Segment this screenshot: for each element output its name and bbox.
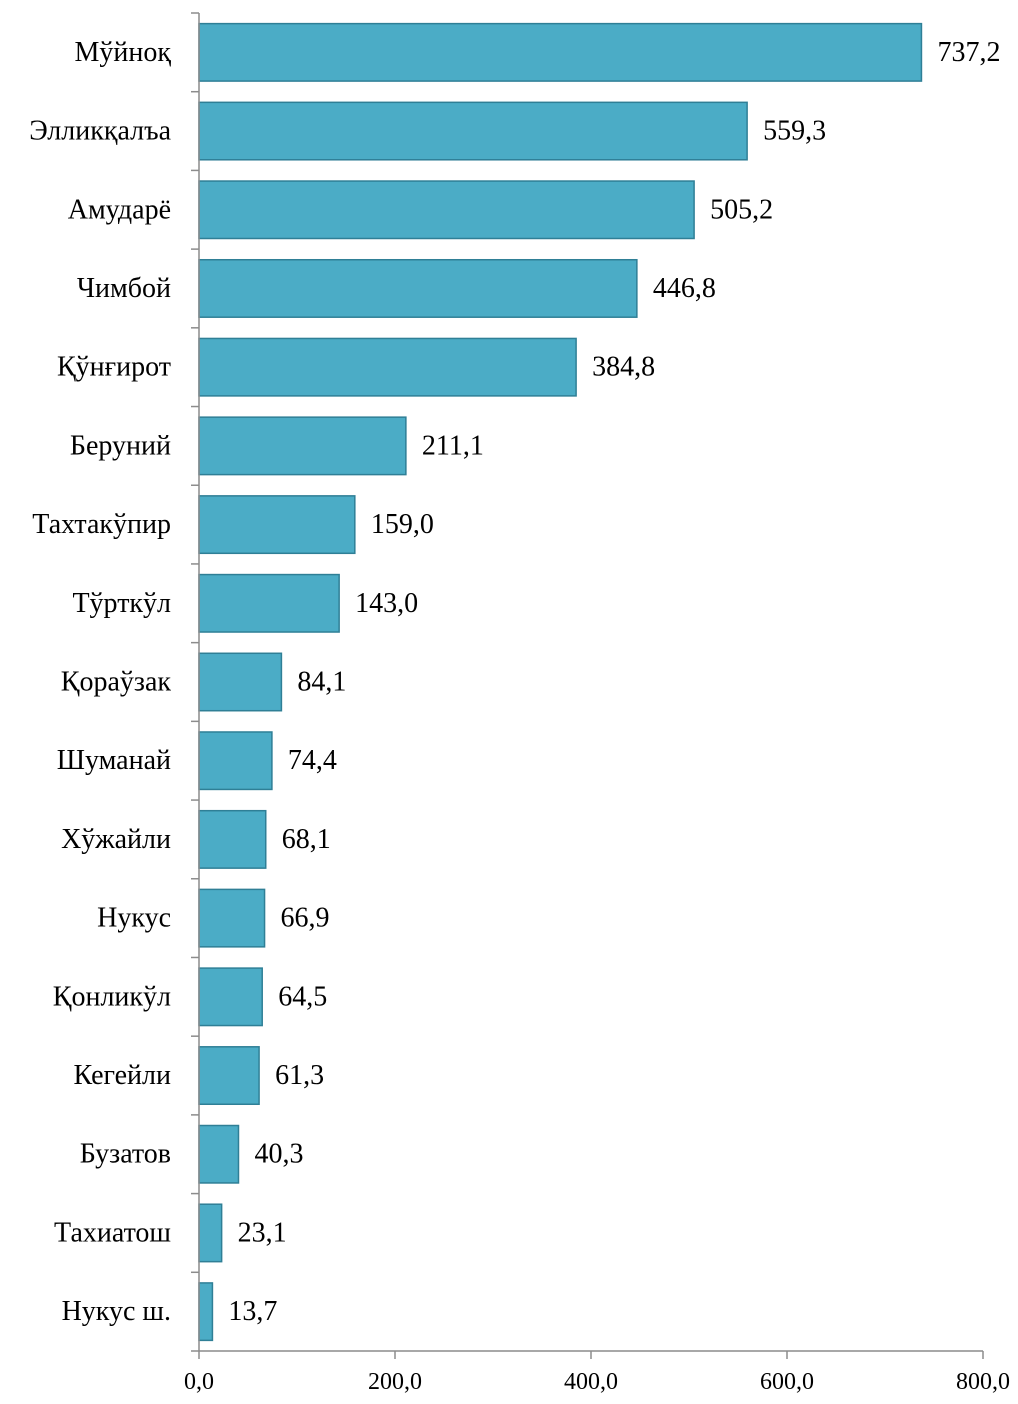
value-label: 84,1 xyxy=(297,667,346,698)
bar-5 xyxy=(198,337,577,397)
value-label: 384,8 xyxy=(592,352,655,383)
bar-2 xyxy=(198,101,748,161)
category-label: Тахтакўпир xyxy=(32,509,171,540)
value-label: 737,2 xyxy=(937,37,1000,68)
bar-7 xyxy=(198,495,356,555)
value-label: 68,1 xyxy=(282,824,331,855)
category-label: Мўйноқ xyxy=(75,37,172,68)
bar-9 xyxy=(198,652,283,712)
category-label: Қонликўл xyxy=(53,981,171,1012)
x-tick-label: 800,0 xyxy=(956,1369,1010,1395)
category-label: Чимбой xyxy=(77,273,171,304)
bar-14 xyxy=(198,1046,260,1106)
category-label: Элликқалъа xyxy=(29,116,171,147)
category-label: Қўнғирот xyxy=(57,352,171,383)
category-label: Қораўзак xyxy=(61,667,172,698)
category-label: Шуманай xyxy=(57,745,171,776)
category-label: Тахиатош xyxy=(54,1217,171,1248)
category-label: Бузатов xyxy=(80,1139,171,1170)
bar-13 xyxy=(198,967,263,1027)
value-label: 159,0 xyxy=(371,509,434,540)
category-label: Амударё xyxy=(68,194,171,225)
bar-12 xyxy=(198,888,266,948)
value-label: 64,5 xyxy=(278,981,327,1012)
value-label: 446,8 xyxy=(653,273,716,304)
x-tick-label: 0,0 xyxy=(184,1369,214,1395)
x-tick-label: 200,0 xyxy=(368,1369,422,1395)
value-label: 559,3 xyxy=(763,116,826,147)
labels: Мўйноқ 737,2 Элликқалъа 559,3 Амударё 505,2 Чи… xyxy=(29,37,1010,1395)
value-label: 211,1 xyxy=(422,430,484,461)
value-label: 61,3 xyxy=(275,1060,324,1091)
bar-3 xyxy=(198,180,695,240)
bar-11 xyxy=(198,809,267,869)
bar-4 xyxy=(198,258,638,318)
bar-8 xyxy=(198,573,340,633)
value-label: 505,2 xyxy=(710,194,773,225)
value-label: 74,4 xyxy=(288,745,337,776)
bar-16 xyxy=(198,1203,223,1263)
value-label: 66,9 xyxy=(281,903,330,934)
category-label: Нукус ш. xyxy=(62,1296,171,1327)
category-label: Кегейли xyxy=(73,1060,171,1091)
x-tick-label: 400,0 xyxy=(564,1369,618,1395)
bars xyxy=(198,22,923,1342)
bar-1 xyxy=(198,22,923,82)
value-label: 143,0 xyxy=(355,588,418,619)
x-tick-label: 600,0 xyxy=(760,1369,814,1395)
category-label: Тўрткўл xyxy=(72,588,171,619)
category-label: Хўжайли xyxy=(61,824,171,855)
value-label: 13,7 xyxy=(228,1296,277,1327)
value-label: 40,3 xyxy=(254,1139,303,1170)
bar-10 xyxy=(198,731,273,791)
category-label: Беруний xyxy=(70,430,171,461)
category-label: Нукус xyxy=(97,903,171,934)
bar-6 xyxy=(198,416,407,476)
bar-15 xyxy=(198,1124,240,1184)
bar-17 xyxy=(198,1282,214,1342)
axes xyxy=(191,12,984,1359)
value-label: 23,1 xyxy=(238,1217,287,1248)
